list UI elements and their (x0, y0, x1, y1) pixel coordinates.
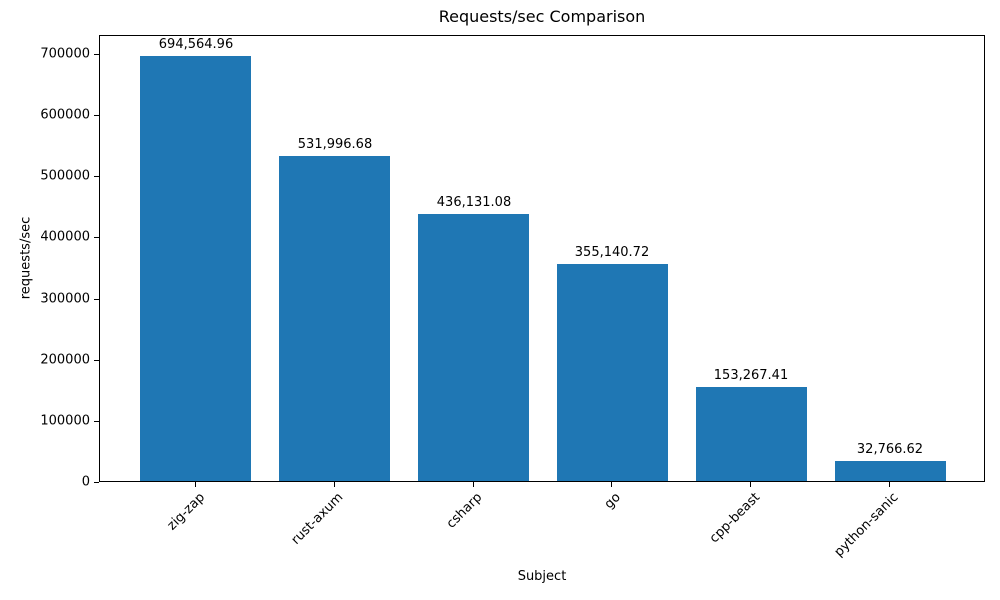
bar-zig-zap (140, 56, 251, 481)
y-tick-label: 600000 (40, 107, 90, 123)
x-tick-mark (611, 482, 612, 487)
plot-area: 694,564.96 531,996.68 436,131.08 355,140.72… (99, 35, 985, 482)
x-tick-mark (750, 482, 751, 487)
bar-rust-axum (279, 156, 390, 481)
bar-value-label: 32,766.62 (856, 442, 924, 457)
y-tick-label: 100000 (40, 413, 90, 429)
bar-value-label: 531,996.68 (297, 137, 373, 152)
y-tick-mark (94, 299, 99, 300)
x-tick-label-python-sanic: python-sanic (831, 490, 902, 560)
y-tick-label: 300000 (40, 291, 90, 307)
y-tick-mark (94, 115, 99, 116)
y-tick-mark (94, 176, 99, 177)
y-tick-mark (94, 54, 99, 55)
y-tick-label: 700000 (40, 46, 90, 62)
bar-go (557, 264, 668, 481)
x-axis-label: Subject (517, 569, 567, 584)
y-tick-label: 400000 (40, 229, 90, 245)
x-tick-label-rust-axum: rust-axum (288, 490, 347, 548)
x-tick-mark (195, 482, 196, 487)
y-tick-label: 500000 (40, 168, 90, 184)
x-tick-mark (473, 482, 474, 487)
y-tick-label: 0 (81, 474, 90, 490)
x-tick-label-zig-zap: zig-zap (164, 490, 208, 534)
bar-value-label: 694,564.96 (158, 37, 234, 52)
x-tick-label-cpp-beast: cpp-beast (706, 490, 763, 547)
y-tick-mark (94, 237, 99, 238)
bar-python-sanic (835, 461, 946, 481)
bar-csharp (418, 214, 529, 481)
y-tick-mark (94, 421, 99, 422)
bar-cpp-beast (696, 387, 807, 481)
x-tick-mark (889, 482, 890, 487)
y-tick-mark (94, 482, 99, 483)
y-tick-label: 200000 (40, 352, 90, 368)
x-tick-mark (334, 482, 335, 487)
bar-value-label: 436,131.08 (436, 195, 512, 210)
x-tick-label-csharp: csharp (444, 490, 486, 532)
y-tick-mark (94, 360, 99, 361)
bar-value-label: 153,267.41 (713, 368, 789, 383)
bar-value-label: 355,140.72 (574, 245, 650, 260)
chart-title: Requests/sec Comparison (438, 7, 646, 26)
x-tick-label-go: go (601, 490, 624, 513)
